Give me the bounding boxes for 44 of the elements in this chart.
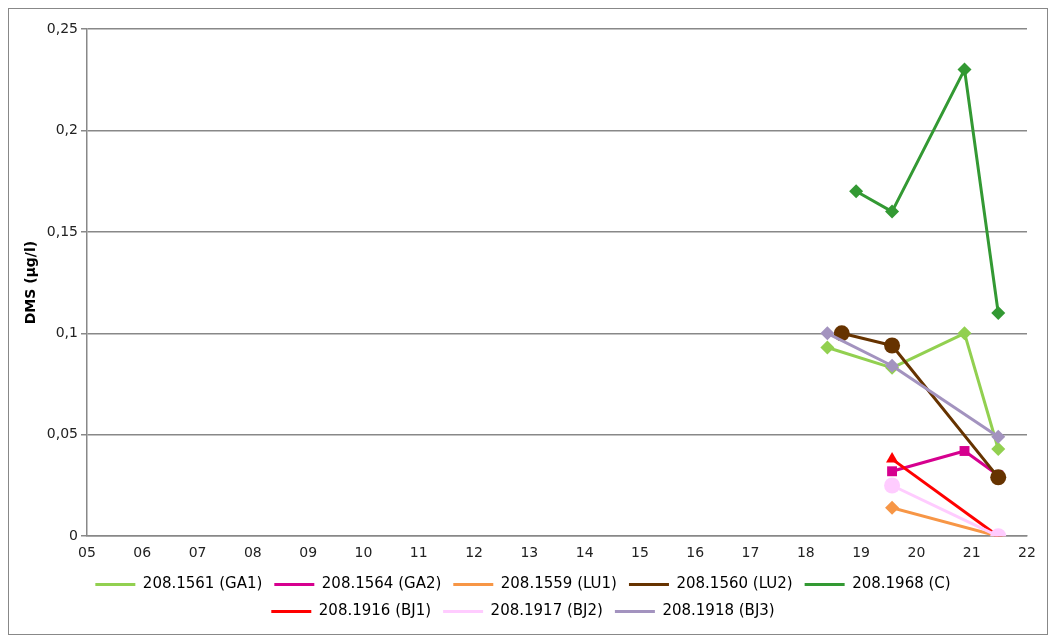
- y-tick-label: 0,05: [46, 425, 78, 442]
- x-tick-label: 11: [409, 544, 428, 561]
- x-tick-label: 22: [1018, 544, 1036, 561]
- x-tick-label: 18: [796, 544, 815, 561]
- point: [820, 326, 835, 341]
- x-tick-label: 19: [852, 544, 871, 561]
- x-tick-label: 13: [520, 544, 539, 561]
- point: [957, 62, 972, 77]
- x-tick-label: 17: [741, 544, 760, 561]
- legend-label: 208.1564 (GA2): [321, 574, 442, 593]
- legend-label: 208.1968 (C): [852, 574, 951, 593]
- x-tick-label: 09: [299, 544, 318, 561]
- point: [957, 326, 972, 341]
- y-tick-label: 0,2: [55, 121, 78, 138]
- legend-label: 208.1559 (LU1): [500, 574, 617, 593]
- x-tick-label: 16: [686, 544, 705, 561]
- x-tick-label: 07: [188, 544, 207, 561]
- legend-label: 208.1561 (GA1): [142, 574, 263, 593]
- legend-label: 208.1560 (LU2): [676, 574, 793, 593]
- y-axis-title: DMS (µg/l): [22, 240, 39, 325]
- x-tick-label: 21: [962, 544, 981, 561]
- y-tick-label: 0: [69, 526, 78, 543]
- point: [991, 306, 1006, 321]
- point: [885, 204, 900, 219]
- x-tick-label: 05: [78, 544, 96, 561]
- x-tick-label: 15: [631, 544, 649, 561]
- x-tick-label: 20: [907, 544, 926, 561]
- y-tick-label: 0,25: [46, 19, 78, 36]
- x-tick-label: 10: [354, 544, 373, 561]
- x-tick-label: 14: [575, 544, 594, 561]
- x-tick-label: 06: [133, 544, 152, 561]
- point: [820, 340, 835, 355]
- x-tick-label: 12: [465, 544, 483, 561]
- point: [849, 184, 864, 199]
- point: [991, 429, 1006, 444]
- legend-label: 208.1916 (BJ1): [318, 601, 432, 620]
- point: [884, 337, 901, 354]
- x-tick-label: 08: [243, 544, 262, 561]
- point: [884, 477, 901, 494]
- legend-label: 208.1917 (BJ2): [490, 601, 603, 620]
- y-tick-label: 0,15: [46, 222, 78, 239]
- point: [885, 500, 900, 515]
- legend-label: 208.1918 (BJ3): [662, 601, 775, 620]
- y-tick-label: 0,1: [55, 323, 78, 340]
